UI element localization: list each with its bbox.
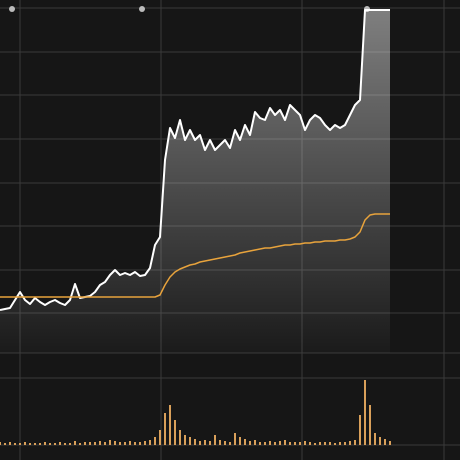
event-icon — [139, 6, 145, 12]
volume-bar — [384, 439, 386, 445]
volume-bar — [9, 442, 11, 445]
price-line — [0, 9, 390, 311]
volume-bar — [269, 441, 271, 445]
volume-bar — [14, 443, 16, 445]
volume-bar — [49, 443, 51, 445]
volume-bar — [289, 442, 291, 445]
volume-bar — [249, 441, 251, 445]
volume-bar — [164, 413, 166, 445]
volume-bar — [99, 441, 101, 445]
volume-bar — [214, 435, 216, 445]
volume-bar — [179, 430, 181, 445]
volume-bar — [389, 441, 391, 445]
volume-bar — [344, 442, 346, 445]
volume-bar — [294, 442, 296, 445]
volume-bar — [314, 443, 316, 445]
volume-bar — [134, 442, 136, 445]
volume-bar — [169, 405, 171, 445]
volume-bar — [354, 440, 356, 445]
volume-bar — [129, 441, 131, 445]
volume-bar — [79, 443, 81, 445]
volume-bar — [109, 440, 111, 445]
volume-bar — [34, 443, 36, 445]
volume-bar — [329, 442, 331, 445]
volume-bar — [184, 435, 186, 445]
volume-bar — [54, 443, 56, 445]
volume-bar — [144, 441, 146, 445]
volume-bar — [339, 442, 341, 445]
volume-bar — [304, 441, 306, 445]
event-icon — [9, 6, 15, 12]
volume-bar — [219, 440, 221, 445]
volume-bar — [379, 437, 381, 445]
volume-bar — [114, 441, 116, 445]
volume-bar — [24, 442, 26, 445]
volume-bar — [199, 441, 201, 445]
volume-bar — [359, 415, 361, 445]
volume-bar — [279, 441, 281, 445]
volume-bar — [349, 441, 351, 445]
volume-bar — [364, 380, 366, 445]
volume-bar — [209, 441, 211, 445]
volume-bar — [244, 439, 246, 445]
volume-bar — [4, 443, 6, 445]
price-area — [0, 10, 390, 353]
volume-bar — [89, 442, 91, 445]
volume-bar — [149, 440, 151, 445]
volume-bar — [309, 442, 311, 445]
volume-bar — [284, 440, 286, 445]
volume-bar — [124, 442, 126, 445]
volume-bar — [194, 439, 196, 445]
volume-bar — [44, 442, 46, 445]
volume-bar — [29, 443, 31, 445]
volume-bar — [69, 443, 71, 445]
volume-bar — [224, 441, 226, 445]
volume-bar — [104, 442, 106, 445]
volume-bar — [299, 442, 301, 445]
volume-bar — [334, 443, 336, 445]
volume-bar — [64, 443, 66, 445]
volume-bar — [369, 405, 371, 445]
volume-bar — [374, 433, 376, 445]
volume-bar — [174, 420, 176, 445]
volume-bar — [154, 437, 156, 445]
volume-bar — [84, 442, 86, 445]
volume-bar — [94, 442, 96, 445]
volume-bar — [274, 442, 276, 445]
volume-bar — [159, 430, 161, 445]
volume-bar — [0, 442, 1, 445]
volume-bar — [139, 442, 141, 445]
volume-bar — [119, 442, 121, 445]
volume-bar — [204, 440, 206, 445]
volume-bar — [324, 442, 326, 445]
volume-bar — [19, 443, 21, 445]
volume-bar — [254, 440, 256, 445]
volume-bar — [264, 442, 266, 445]
volume-bar — [189, 437, 191, 445]
volume-bar — [319, 442, 321, 445]
volume-bar — [229, 442, 231, 445]
volume-bar — [239, 437, 241, 445]
volume-bar — [59, 442, 61, 445]
volume-bar — [39, 443, 41, 445]
volume-bar — [234, 433, 236, 445]
volume-bar — [74, 441, 76, 445]
average-line — [0, 213, 390, 298]
volume-bar — [259, 442, 261, 445]
